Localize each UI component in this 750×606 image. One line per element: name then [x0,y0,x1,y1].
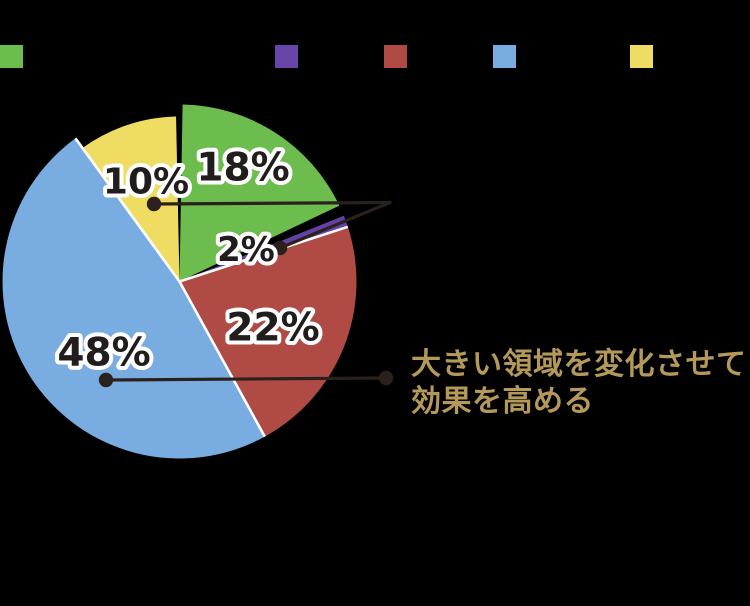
pie-slice-red [179,227,357,437]
legend-swatch-blue [493,45,516,68]
legend-swatch-purple [275,45,298,68]
annotation-text: 大きい領域を変化させて 効果を高める [411,346,747,420]
pie-label-purple: 2% [217,230,275,270]
pie-slice-green [179,104,340,282]
leader-2pct-dot [272,240,288,256]
leader-48pct-dot [98,372,114,388]
pie-slice-purple [179,215,348,282]
legend [0,0,750,80]
slice-separator [74,137,181,283]
slice-separator [178,280,266,438]
pie-label-yellow: 10% [103,162,189,203]
leader-2pct-line [278,200,392,250]
leader-10pct-dot [146,196,162,212]
pie-slice-yellow [82,116,180,282]
annotation-line-1: 大きい領域を変化させて [411,347,747,382]
leader-10pct-line [152,200,392,206]
leader-48pct-line [104,376,388,382]
leader-48pct-dot [378,370,394,386]
annotation-line-2: 効果を高める [411,384,594,419]
legend-swatch-green [0,45,23,68]
legend-swatch-red [384,45,407,68]
pie-label-green: 18% [196,146,289,191]
legend-swatch-yellow [630,45,653,68]
pie-label-red: 22% [226,306,319,351]
pie-label-blue: 48% [57,331,150,376]
slice-separator [179,225,349,283]
